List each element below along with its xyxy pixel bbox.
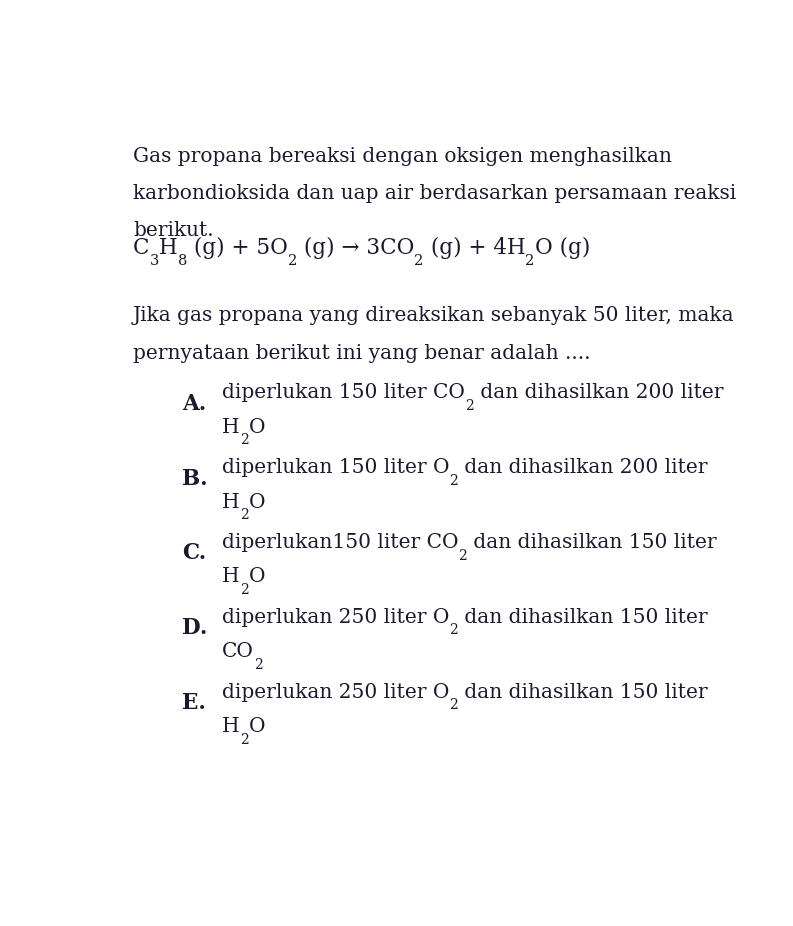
- Text: 2: 2: [239, 508, 248, 522]
- Text: 2: 2: [526, 254, 534, 269]
- Text: diperlukan 150 liter O: diperlukan 150 liter O: [222, 458, 450, 477]
- Text: C: C: [133, 237, 149, 258]
- Text: 8: 8: [178, 254, 187, 269]
- Text: 2: 2: [239, 433, 248, 447]
- Text: E.: E.: [182, 693, 206, 714]
- Text: 2: 2: [450, 474, 458, 488]
- Text: 2: 2: [465, 399, 473, 413]
- Text: H: H: [222, 568, 239, 586]
- Text: dan dihasilkan 150 liter: dan dihasilkan 150 liter: [467, 533, 717, 552]
- Text: 2: 2: [458, 548, 467, 563]
- Text: D.: D.: [182, 618, 208, 639]
- Text: dan dihasilkan 200 liter: dan dihasilkan 200 liter: [473, 383, 723, 403]
- Text: diperlukan 150 liter CO: diperlukan 150 liter CO: [222, 383, 465, 403]
- Text: diperlukan 250 liter O: diperlukan 250 liter O: [222, 608, 450, 627]
- Text: B.: B.: [182, 468, 208, 490]
- Text: H: H: [222, 418, 239, 437]
- Text: O: O: [248, 418, 265, 437]
- Text: CO: CO: [222, 643, 254, 661]
- Text: karbondioksida dan uap air berdasarkan persamaan reaksi: karbondioksida dan uap air berdasarkan p…: [133, 184, 736, 203]
- Text: berikut.: berikut.: [133, 221, 213, 240]
- Text: O: O: [248, 568, 265, 586]
- Text: (g) → 3CO: (g) → 3CO: [297, 237, 415, 258]
- Text: O: O: [248, 493, 265, 511]
- Text: 2: 2: [239, 732, 248, 746]
- Text: Gas propana bereaksi dengan oksigen menghasilkan: Gas propana bereaksi dengan oksigen meng…: [133, 146, 672, 166]
- Text: diperlukan150 liter CO: diperlukan150 liter CO: [222, 533, 458, 552]
- Text: dan dihasilkan 150 liter: dan dihasilkan 150 liter: [458, 608, 708, 627]
- Text: diperlukan 250 liter O: diperlukan 250 liter O: [222, 683, 450, 702]
- Text: 2: 2: [239, 582, 248, 597]
- Text: dan dihasilkan 150 liter: dan dihasilkan 150 liter: [458, 683, 708, 702]
- Text: O: O: [248, 717, 265, 736]
- Text: dan dihasilkan 200 liter: dan dihasilkan 200 liter: [458, 458, 708, 477]
- Text: C.: C.: [182, 543, 206, 565]
- Text: A.: A.: [182, 393, 206, 415]
- Text: 3: 3: [149, 254, 159, 269]
- Text: H: H: [159, 237, 178, 258]
- Text: O (g): O (g): [534, 237, 590, 258]
- Text: 2: 2: [288, 254, 297, 269]
- Text: 2: 2: [415, 254, 423, 269]
- Text: H: H: [222, 717, 239, 736]
- Text: pernyataan berikut ini yang benar adalah ....: pernyataan berikut ini yang benar adalah…: [133, 344, 591, 363]
- Text: 2: 2: [450, 623, 458, 637]
- Text: 2: 2: [450, 698, 458, 712]
- Text: 2: 2: [254, 657, 262, 671]
- Text: (g) + 5O: (g) + 5O: [187, 237, 288, 258]
- Text: (g) + 4H: (g) + 4H: [423, 237, 526, 258]
- Text: H: H: [222, 493, 239, 511]
- Text: Jika gas propana yang direaksikan sebanyak 50 liter, maka: Jika gas propana yang direaksikan sebany…: [133, 307, 734, 325]
